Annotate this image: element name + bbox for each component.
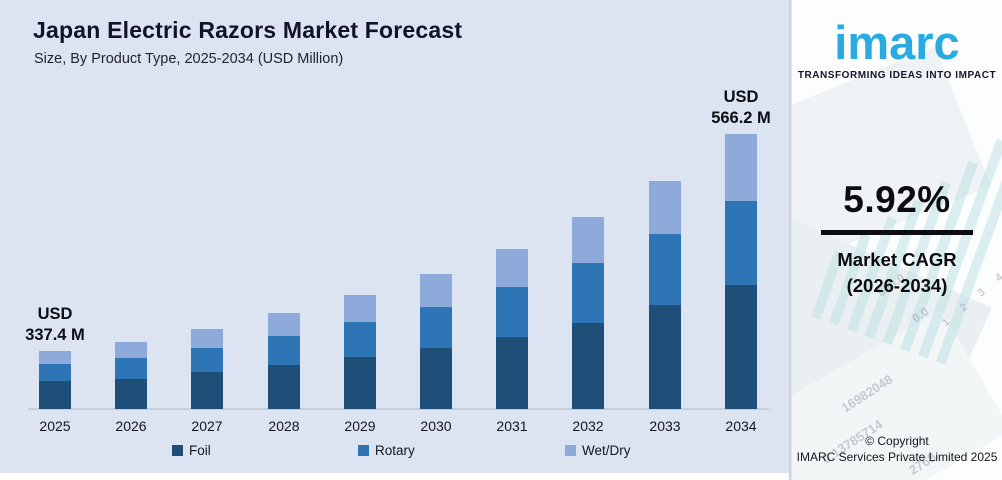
bar-segment-rotary [115, 358, 147, 379]
bar-segment-foil [268, 365, 300, 409]
imarc-logo-text: imarc [834, 16, 960, 69]
legend-label: Foil [189, 443, 211, 458]
bar-segment-rotary [496, 287, 528, 337]
bar-segment-wetdry [344, 295, 376, 322]
bar-segment-rotary [191, 348, 223, 372]
bar-segment-foil [191, 372, 223, 409]
bar-segment-wetdry [268, 313, 300, 336]
bar-segment-wetdry [496, 249, 528, 287]
bar-segment-wetdry [649, 181, 681, 234]
bar-segment-foil [420, 348, 452, 409]
x-axis-label: 2031 [496, 418, 528, 434]
x-axis-label: 2026 [115, 418, 147, 434]
x-axis-label: 2034 [725, 418, 757, 434]
bar-segment-rotary [725, 201, 757, 285]
legend-label: Wet/Dry [582, 443, 631, 458]
x-axis-label: 2028 [268, 418, 300, 434]
bar-segment-foil [572, 323, 604, 409]
copyright-line1: © Copyright [865, 434, 929, 448]
bar-segment-wetdry [191, 329, 223, 348]
x-axis-label: 2033 [649, 418, 681, 434]
bar-segment-wetdry [420, 274, 452, 307]
cagr-block: 5.92% Market CAGR (2026-2034) [792, 179, 1002, 299]
chart-subtitle: Size, By Product Type, 2025-2034 (USD Mi… [34, 51, 344, 67]
legend-label: Rotary [375, 443, 415, 458]
bar-segment-wetdry [572, 217, 604, 263]
legend-item-rotary: Rotary [358, 443, 415, 458]
copyright: © Copyright IMARC Services Private Limit… [792, 433, 1002, 465]
legend-swatch-icon [565, 445, 576, 456]
imarc-logo: imarc TRANSFORMING IDEAS INTO IMPACT [792, 16, 1002, 81]
bar-segment-rotary [39, 364, 71, 381]
panel-divider [789, 0, 792, 480]
bar-segment-rotary [572, 263, 604, 323]
legend-swatch-icon [172, 445, 183, 456]
bar-segment-rotary [268, 336, 300, 365]
x-axis-line [28, 408, 769, 410]
x-axis-label: 2025 [39, 418, 71, 434]
copyright-line2: IMARC Services Private Limited 2025 [796, 450, 998, 464]
legend-item-foil: Foil [172, 443, 211, 458]
bar-segment-wetdry [39, 351, 71, 364]
cagr-divider [821, 230, 973, 235]
bar-segment-rotary [649, 234, 681, 305]
chart-panel: Japan Electric Razors Market Forecast Si… [0, 0, 789, 480]
x-axis-label: 2030 [420, 418, 452, 434]
x-axis-label: 2032 [572, 418, 604, 434]
bar-segment-wetdry [115, 342, 147, 358]
bar-segment-foil [344, 357, 376, 409]
imarc-logo-tagline: TRANSFORMING IDEAS INTO IMPACT [797, 70, 997, 82]
legend-item-wetdry: Wet/Dry [565, 443, 631, 458]
bar-segment-rotary [420, 307, 452, 348]
bar-segment-foil [39, 381, 71, 409]
x-axis-label: 2027 [191, 418, 223, 434]
value-annotation: USD 337.4 M [25, 305, 85, 344]
cagr-period: (2026-2034) [846, 275, 948, 296]
cagr-value: 5.92% [843, 179, 951, 220]
plot-area: 2025 2026 2027 2028 2029 2030 2031 2032 2033 2034… [25, 88, 771, 434]
bar-segment-foil [496, 337, 528, 409]
bar-segment-rotary [344, 322, 376, 357]
legend-swatch-icon [358, 445, 369, 456]
x-axis-label: 2029 [344, 418, 376, 434]
brand-panel: 500.0 0.0 1 2 3 4 16982048 0.13785714 27… [792, 0, 1002, 480]
bar-segment-foil [115, 379, 147, 409]
cagr-label: Market CAGR [837, 249, 957, 270]
bar-segment-wetdry [725, 134, 757, 201]
bar-segment-foil [649, 305, 681, 409]
bar-segment-foil [725, 285, 757, 409]
bottom-margin-strip [0, 473, 789, 480]
value-annotation: USD 566.2 M [711, 88, 771, 127]
chart-title: Japan Electric Razors Market Forecast [33, 17, 463, 43]
